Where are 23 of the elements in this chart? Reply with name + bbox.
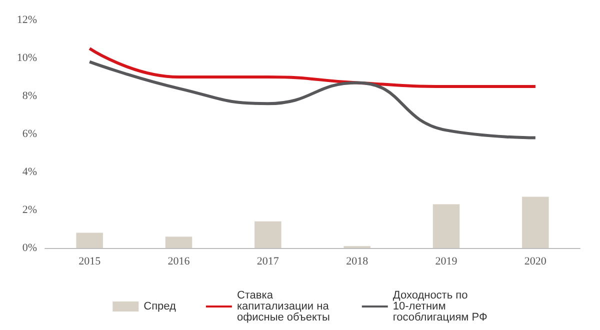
x-tick-label: 2015 <box>78 256 102 268</box>
legend-label: Ставка капитализации на офисные объекты <box>236 290 332 324</box>
legend-label: Спред <box>144 300 177 312</box>
y-tick-label: 8% <box>22 90 37 102</box>
y-tick-label: 10% <box>16 52 37 64</box>
bar <box>254 221 282 248</box>
y-tick-label: 6% <box>22 128 37 140</box>
bar <box>522 196 549 248</box>
x-tick-label: 2020 <box>524 256 547 268</box>
line-series <box>88 60 537 140</box>
y-tick-label: 4% <box>22 166 37 178</box>
line-series <box>88 47 537 88</box>
x-tick-label: 2016 <box>168 256 190 268</box>
legend-label: Доходность по 10-летним гособлигациям РФ <box>392 290 488 324</box>
bar <box>165 236 192 248</box>
bar <box>76 232 103 248</box>
x-tick-label: 2018 <box>346 256 369 268</box>
bar <box>432 204 460 248</box>
y-tick-label: 0% <box>22 242 37 254</box>
y-tick-label: 12% <box>16 14 37 26</box>
x-tick-label: 2017 <box>256 256 280 268</box>
x-tick-label: 2019 <box>435 256 458 268</box>
y-tick-label: 2% <box>22 204 37 216</box>
